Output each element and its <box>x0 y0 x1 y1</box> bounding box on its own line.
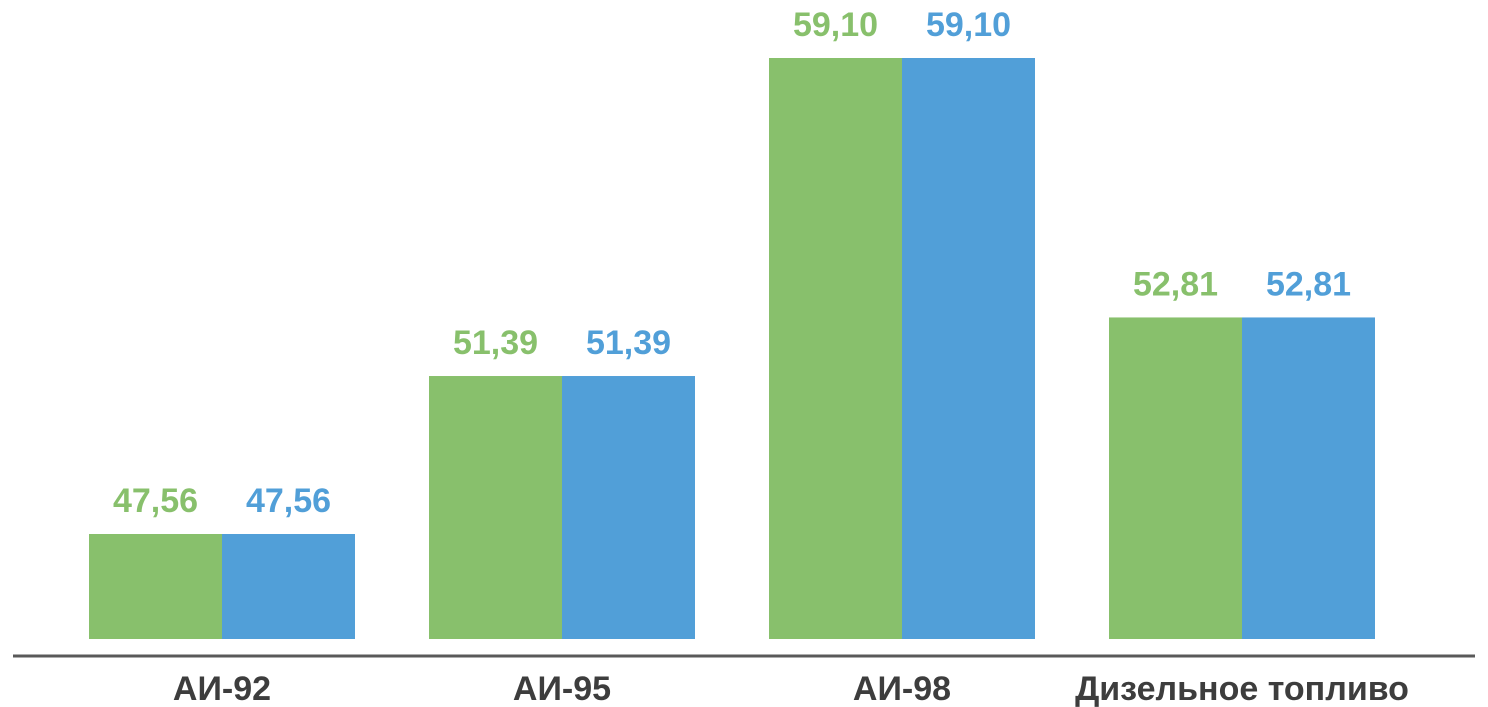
data-label-2-4: 52,81 <box>1266 265 1351 303</box>
category-label-3: АИ-98 <box>853 670 951 707</box>
bar-2-1 <box>222 534 355 639</box>
category-label-4: Дизельное топливо <box>1075 670 1409 707</box>
bars-layer <box>89 58 1375 639</box>
data-label-2-1: 47,56 <box>246 482 331 520</box>
value-labels-layer: 47,56 47,56 51,39 51,39 59,10 59,10 52,81 52,81 <box>113 6 1351 520</box>
data-label-1-3: 59,10 <box>793 6 878 44</box>
data-label-1-1: 47,56 <box>113 482 198 520</box>
bar-2-4 <box>1242 317 1375 639</box>
bar-2-2 <box>562 376 695 639</box>
category-label-2: АИ-95 <box>513 670 611 707</box>
bar-1-2 <box>429 376 562 639</box>
bar-1-3 <box>769 58 902 639</box>
bar-1-1 <box>89 534 222 639</box>
category-label-1: АИ-92 <box>173 670 271 707</box>
data-label-2-2: 51,39 <box>586 324 671 362</box>
data-label-2-3: 59,10 <box>926 6 1011 44</box>
category-labels-layer: АИ-92 АИ-95 АИ-98 Дизельное топливо <box>173 670 1409 707</box>
data-label-1-2: 51,39 <box>453 324 538 362</box>
bar-1-4 <box>1109 317 1242 639</box>
data-label-1-4: 52,81 <box>1133 265 1218 303</box>
bar-2-3 <box>902 58 1035 639</box>
